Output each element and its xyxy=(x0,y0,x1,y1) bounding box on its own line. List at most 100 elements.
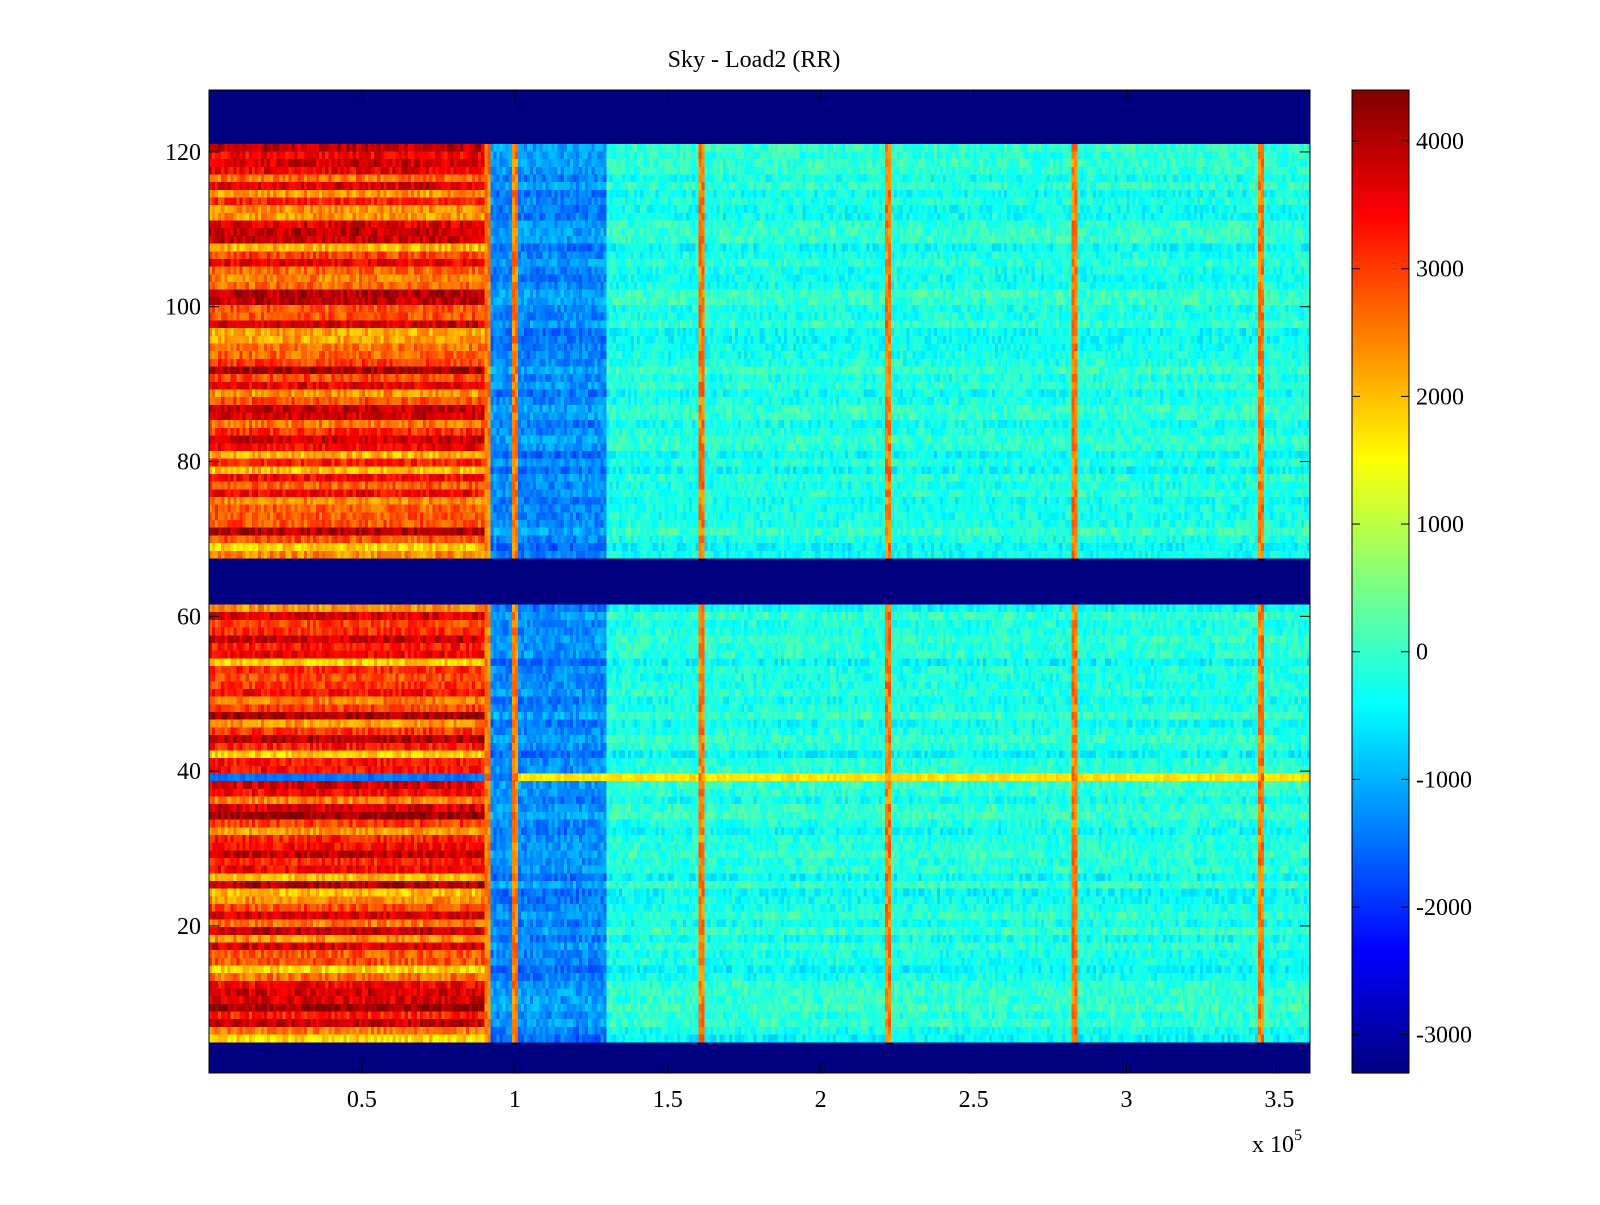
colorbar-segment xyxy=(1352,788,1409,794)
colorbar-segment xyxy=(1352,124,1409,129)
colorbar-segment xyxy=(1352,961,1409,967)
colorbar-segment xyxy=(1352,823,1409,828)
colorbar-tick-label: 4000 xyxy=(1416,129,1464,155)
colorbar-segment xyxy=(1352,704,1409,709)
colorbar-segment xyxy=(1352,731,1409,736)
colorbar-segment xyxy=(1352,516,1409,521)
colorbar-segment xyxy=(1352,535,1409,540)
colorbar-segment xyxy=(1352,738,1409,744)
colorbar-segment xyxy=(1352,151,1409,156)
colorbar-segment xyxy=(1352,266,1409,272)
colorbar-segment xyxy=(1352,550,1409,556)
x-tick-label: 2 xyxy=(815,1087,827,1113)
x-axis: 0.5 1 1.5 2 2.5 3 3.5 xyxy=(347,90,1294,1113)
colorbar-segment xyxy=(1352,930,1409,936)
colorbar-segment xyxy=(1352,892,1409,897)
colorbar-segment xyxy=(1352,197,1409,202)
colorbar-segment xyxy=(1352,424,1409,429)
colorbar-segment xyxy=(1352,616,1409,621)
colorbar-segment xyxy=(1352,320,1409,325)
colorbar-segment xyxy=(1352,969,1409,974)
colorbar-segment xyxy=(1352,685,1409,690)
colorbar-segment xyxy=(1352,443,1409,448)
colorbar-segment xyxy=(1352,147,1409,153)
colorbar-segment xyxy=(1352,174,1409,179)
colorbar-segment xyxy=(1352,508,1409,513)
colorbar-segment xyxy=(1352,90,1409,95)
colorbar-segment xyxy=(1352,608,1409,613)
colorbar-segment xyxy=(1352,385,1409,391)
colorbar-segment xyxy=(1352,942,1409,947)
colorbar-segment xyxy=(1352,139,1409,145)
colorbar-segment xyxy=(1352,562,1409,567)
colorbar-segment xyxy=(1352,308,1409,314)
colorbar-segment xyxy=(1352,289,1409,295)
colorbar-segment xyxy=(1352,669,1409,675)
colorbar-segment xyxy=(1352,646,1409,652)
colorbar-segment xyxy=(1352,1046,1409,1051)
colorbar-segment xyxy=(1352,251,1409,256)
colorbar-segment xyxy=(1352,761,1409,767)
colorbar-segment xyxy=(1352,101,1409,106)
colorbar-segment xyxy=(1352,301,1409,306)
colorbar-segment xyxy=(1352,305,1409,310)
colorbar-segment xyxy=(1352,1049,1409,1055)
colorbar-segment xyxy=(1352,785,1409,790)
colorbar-segment xyxy=(1352,831,1409,836)
colorbar-segment xyxy=(1352,228,1409,233)
colorbar-segment xyxy=(1352,278,1409,283)
colorbar-segment xyxy=(1352,696,1409,702)
colorbar-segment xyxy=(1352,120,1409,126)
colorbar-segment xyxy=(1352,335,1409,341)
colorbar-segment xyxy=(1352,927,1409,932)
colorbar-segment xyxy=(1352,105,1409,110)
colorbar-segment xyxy=(1352,589,1409,594)
colorbar-segment xyxy=(1352,1034,1409,1040)
colorbar-segment xyxy=(1352,593,1409,598)
colorbar-segment xyxy=(1352,735,1409,740)
colorbar-segment xyxy=(1352,996,1409,1001)
colorbar-tick-label: -1000 xyxy=(1416,767,1472,793)
colorbar-segment xyxy=(1352,512,1409,517)
colorbar-segment xyxy=(1352,339,1409,345)
colorbar-segment xyxy=(1352,1061,1409,1066)
colorbar-segment xyxy=(1352,159,1409,164)
colorbar-segment xyxy=(1352,412,1409,417)
colorbar-segment xyxy=(1352,746,1409,752)
colorbar-segment xyxy=(1352,861,1409,867)
colorbar-segment xyxy=(1352,247,1409,252)
colorbar-segment xyxy=(1352,377,1409,383)
colorbar-segment xyxy=(1352,650,1409,656)
colorbar-segment xyxy=(1352,497,1409,502)
colorbar-segment xyxy=(1352,374,1409,379)
colorbar-segment xyxy=(1352,366,1409,371)
x-axis-multiplier-base: x 10 xyxy=(1252,1132,1294,1158)
colorbar-segment xyxy=(1352,113,1409,118)
colorbar-segment xyxy=(1352,404,1409,410)
colorbar-segment xyxy=(1352,1023,1409,1028)
colorbar-segment xyxy=(1352,612,1409,617)
colorbar-segment xyxy=(1352,1030,1409,1036)
colorbar-segment xyxy=(1352,539,1409,544)
y-tick-label: 20 xyxy=(177,914,201,940)
plot-frame xyxy=(208,89,1311,1074)
colorbar-segment xyxy=(1352,270,1409,275)
colorbar-segment xyxy=(1352,489,1409,494)
colorbar-segment xyxy=(1352,546,1409,552)
colorbar-frame xyxy=(1351,89,1410,1074)
x-axis-multiplier-exponent: 5 xyxy=(1294,1127,1302,1144)
colorbar-segment xyxy=(1352,523,1409,529)
colorbar-segment xyxy=(1352,358,1409,364)
colorbar-tick-label: -3000 xyxy=(1416,1023,1472,1049)
colorbar-segment xyxy=(1352,896,1409,901)
colorbar-segment xyxy=(1352,1053,1409,1059)
colorbar-segment xyxy=(1352,243,1409,249)
colorbar-segment xyxy=(1352,846,1409,851)
colorbar-segment xyxy=(1352,285,1409,291)
colorbar-segment xyxy=(1352,116,1409,122)
colorbar-segment xyxy=(1352,992,1409,997)
colorbar-segment xyxy=(1352,639,1409,644)
colorbar-segment xyxy=(1352,815,1409,821)
colorbar-segment xyxy=(1352,343,1409,348)
colorbar-segment xyxy=(1352,900,1409,905)
